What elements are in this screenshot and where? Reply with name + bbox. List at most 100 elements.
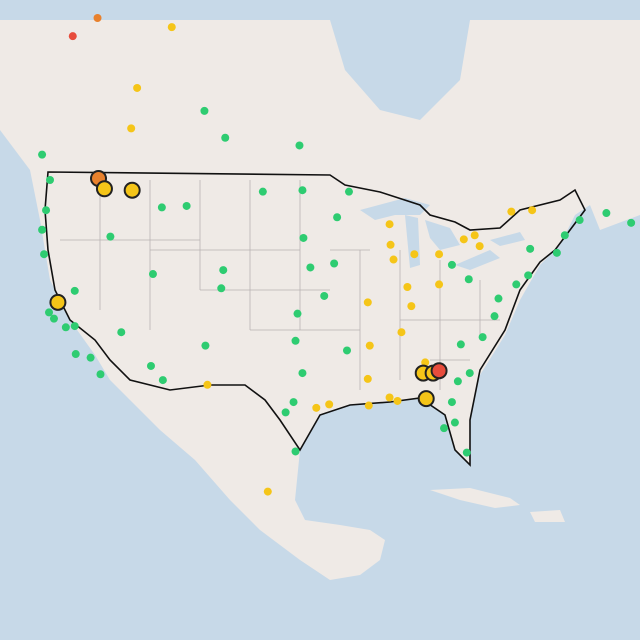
station-marker[interactable] [182, 201, 191, 210]
station-marker[interactable] [295, 141, 304, 150]
station-marker[interactable] [86, 353, 95, 362]
station-marker[interactable] [385, 220, 394, 229]
station-marker[interactable] [38, 225, 47, 234]
station-marker[interactable] [407, 302, 416, 311]
station-marker[interactable] [478, 333, 487, 342]
station-marker[interactable] [200, 106, 209, 115]
station-marker[interactable] [490, 312, 499, 321]
station-marker[interactable] [450, 418, 459, 427]
station-marker[interactable] [258, 187, 267, 196]
cuba [430, 488, 520, 508]
station-marker[interactable] [507, 207, 516, 216]
station-marker[interactable] [263, 487, 272, 496]
station-marker[interactable] [386, 240, 395, 249]
station-marker[interactable] [528, 206, 537, 215]
station-marker[interactable] [158, 376, 167, 385]
station-marker[interactable] [494, 294, 503, 303]
station-marker[interactable] [344, 187, 353, 196]
station-marker[interactable] [298, 186, 307, 195]
station-marker[interactable] [560, 231, 569, 240]
station-marker-large[interactable] [123, 181, 141, 199]
station-marker[interactable] [435, 250, 444, 259]
station-marker[interactable] [389, 255, 398, 264]
station-marker[interactable] [385, 393, 394, 402]
station-marker[interactable] [575, 216, 584, 225]
station-marker[interactable] [325, 400, 334, 409]
station-marker[interactable] [157, 203, 166, 212]
station-marker[interactable] [70, 286, 79, 295]
station-marker-large[interactable] [95, 180, 113, 198]
station-marker[interactable] [552, 248, 561, 257]
station-marker[interactable] [363, 374, 372, 383]
station-marker[interactable] [221, 133, 230, 142]
station-marker[interactable] [524, 271, 533, 280]
station-marker[interactable] [70, 322, 79, 331]
station-marker[interactable] [464, 275, 473, 284]
station-marker[interactable] [219, 266, 228, 275]
station-marker[interactable] [435, 280, 444, 289]
station-marker[interactable] [312, 403, 321, 412]
station-marker[interactable] [470, 231, 479, 240]
station-marker[interactable] [167, 23, 176, 32]
station-marker[interactable] [333, 213, 342, 222]
station-marker[interactable] [96, 370, 105, 379]
station-marker[interactable] [146, 361, 155, 370]
station-marker[interactable] [293, 309, 302, 318]
station-marker[interactable] [364, 401, 373, 410]
station-marker[interactable] [71, 350, 80, 359]
station-marker[interactable] [133, 83, 142, 92]
station-marker[interactable] [453, 377, 462, 386]
station-marker[interactable] [365, 341, 374, 350]
station-marker[interactable] [46, 176, 54, 184]
station-marker[interactable] [201, 341, 210, 350]
station-marker[interactable] [512, 280, 521, 289]
station-marker-large[interactable] [430, 362, 448, 380]
station-marker[interactable] [61, 323, 70, 332]
station-marker[interactable] [299, 233, 308, 242]
station-marker[interactable] [363, 298, 372, 307]
station-marker[interactable] [289, 398, 298, 407]
station-marker[interactable] [203, 380, 212, 389]
station-marker-large[interactable] [417, 390, 435, 408]
station-marker[interactable] [38, 150, 47, 159]
station-marker[interactable] [465, 369, 474, 378]
station-marker[interactable] [281, 408, 290, 417]
great-lakes [360, 198, 525, 270]
station-marker[interactable] [127, 124, 136, 133]
station-marker[interactable] [421, 358, 430, 367]
station-marker[interactable] [49, 314, 58, 323]
station-marker[interactable] [447, 398, 456, 407]
station-marker[interactable] [526, 244, 535, 253]
station-marker[interactable] [343, 346, 351, 355]
station-marker[interactable] [42, 206, 51, 215]
station-marker[interactable] [40, 250, 49, 259]
station-marker[interactable] [627, 218, 636, 227]
station-marker[interactable] [393, 396, 402, 405]
station-marker[interactable] [291, 447, 300, 456]
station-marker[interactable] [148, 270, 157, 279]
station-marker-large[interactable] [49, 293, 67, 311]
station-marker[interactable] [459, 235, 468, 244]
station-marker[interactable] [298, 369, 307, 378]
station-marker[interactable] [117, 328, 126, 337]
station-marker[interactable] [403, 283, 412, 292]
state-lines [60, 180, 500, 390]
station-marker[interactable] [330, 259, 339, 268]
station-marker[interactable] [440, 424, 449, 433]
station-marker[interactable] [320, 291, 329, 300]
station-marker[interactable] [397, 328, 406, 337]
station-marker[interactable] [45, 308, 54, 317]
station-marker[interactable] [306, 263, 315, 272]
station-marker[interactable] [462, 448, 471, 457]
station-marker[interactable] [68, 32, 77, 41]
station-marker[interactable] [410, 250, 419, 259]
station-marker[interactable] [93, 13, 102, 22]
station-marker[interactable] [217, 284, 226, 293]
station-marker[interactable] [447, 260, 456, 269]
station-marker[interactable] [475, 242, 484, 251]
station-marker[interactable] [106, 232, 115, 241]
station-marker[interactable] [602, 209, 611, 218]
station-marker[interactable] [291, 336, 300, 345]
station-marker[interactable] [456, 340, 465, 349]
